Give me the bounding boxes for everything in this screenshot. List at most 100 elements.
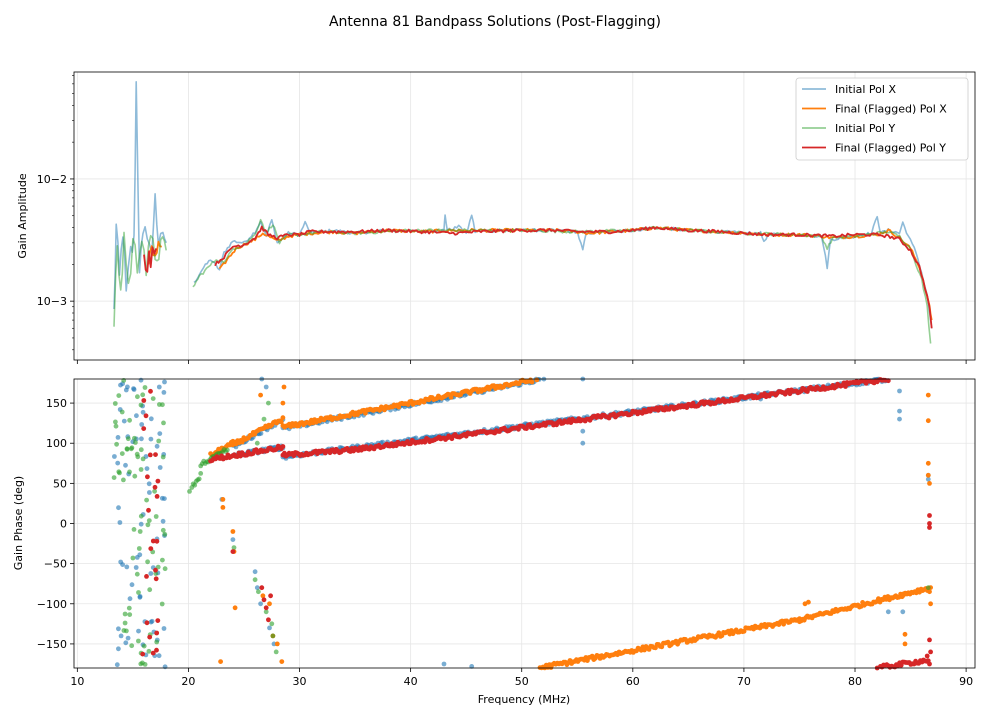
phase-point <box>902 631 908 637</box>
phase-point <box>124 628 129 634</box>
phase-point <box>157 465 163 470</box>
phase-point <box>147 634 153 640</box>
phase-point <box>422 439 428 445</box>
phase-point <box>147 587 153 593</box>
phase-point <box>138 402 144 408</box>
phase-point <box>113 423 119 429</box>
phase-point <box>125 436 131 442</box>
phase-point <box>111 475 117 480</box>
phase-point <box>161 420 166 426</box>
phase-point <box>146 518 152 523</box>
phase-point <box>139 422 145 427</box>
phase-point <box>928 649 933 655</box>
phase-point <box>902 641 908 647</box>
phase-point <box>142 385 148 390</box>
phase-point <box>281 384 287 390</box>
legend-label: Initial Pol X <box>835 83 896 96</box>
phase-point <box>119 409 125 415</box>
phase-ytick-label: −150 <box>37 638 67 651</box>
phase-point <box>263 609 269 615</box>
phase-point <box>927 521 932 526</box>
phase-point <box>153 514 159 519</box>
phase-point <box>154 630 160 636</box>
phase-point <box>133 440 138 445</box>
amplitude-ytick-label: 10−2 <box>37 173 67 186</box>
phase-xtick-label: 80 <box>848 675 862 688</box>
phase-point <box>130 555 136 561</box>
phase-point <box>160 454 166 460</box>
phase-point <box>258 601 263 607</box>
phase-point <box>885 609 891 615</box>
phase-point <box>136 638 141 644</box>
phase-point <box>137 594 143 599</box>
phase-point <box>143 413 149 419</box>
phase-point <box>266 617 271 623</box>
phase-point <box>155 564 161 570</box>
phase-point <box>192 482 198 488</box>
phase-point <box>146 648 152 654</box>
phase-point <box>187 489 192 494</box>
phase-point <box>927 481 932 486</box>
amplitude-ytick-label: 10−3 <box>37 295 67 308</box>
phase-point <box>162 566 168 572</box>
phase-point <box>114 662 120 668</box>
phase-point <box>270 633 276 639</box>
phase-point <box>122 611 128 617</box>
phase-point <box>157 431 163 436</box>
phase-point <box>263 384 269 390</box>
phase-point <box>534 377 540 383</box>
phase-point <box>140 651 146 657</box>
phase-point <box>162 379 167 385</box>
phase-point <box>925 585 931 591</box>
phase-point <box>145 474 150 480</box>
phase-point <box>138 661 144 667</box>
phase-point <box>278 419 284 425</box>
phase-point <box>116 505 121 511</box>
phase-point <box>231 545 237 550</box>
phase-point <box>148 416 154 422</box>
phase-point <box>129 643 135 649</box>
legend-label: Final (Flagged) Pol Y <box>835 142 946 155</box>
phase-xtick-label: 10 <box>70 675 84 688</box>
phase-point <box>224 447 230 453</box>
phase-point <box>441 661 447 667</box>
phase-point <box>148 546 154 551</box>
phase-point <box>198 471 204 476</box>
phase-xtick-label: 70 <box>737 675 751 688</box>
phase-point <box>280 400 286 406</box>
phase-point <box>148 571 154 576</box>
phase-point <box>162 496 167 501</box>
phase-point <box>885 378 891 384</box>
phase-point <box>259 585 265 591</box>
phase-point <box>268 593 273 599</box>
phase-point <box>160 402 165 408</box>
phase-point <box>154 443 160 449</box>
phase-point <box>131 387 137 392</box>
phase-point <box>140 456 146 462</box>
phase-point <box>267 601 272 607</box>
phase-ytick-label: 50 <box>53 477 67 490</box>
phase-frame <box>73 378 976 669</box>
phase-point <box>115 460 121 466</box>
phase-point <box>928 601 933 607</box>
phase-point <box>239 439 245 445</box>
phase-point <box>274 641 280 647</box>
phase-series-3 <box>140 377 933 671</box>
phase-point <box>118 633 124 639</box>
phase-point <box>117 520 123 525</box>
amplitude-ylabel: Gain Amplitude <box>16 173 29 258</box>
phase-point <box>469 664 475 669</box>
amplitude-series-3 <box>214 225 933 329</box>
amplitude-axes: 10−3 10−2 <box>37 75 967 364</box>
phase-point <box>218 659 224 664</box>
phase-point <box>900 593 906 599</box>
phase-xtick-label: 20 <box>181 675 195 688</box>
phase-point <box>927 589 932 595</box>
phase-point <box>162 664 168 670</box>
phase-point <box>843 384 848 389</box>
phase-point <box>254 440 260 446</box>
phase-point <box>266 400 271 406</box>
phase-point <box>900 609 906 615</box>
phase-point <box>159 601 165 607</box>
phase-point <box>161 626 167 631</box>
